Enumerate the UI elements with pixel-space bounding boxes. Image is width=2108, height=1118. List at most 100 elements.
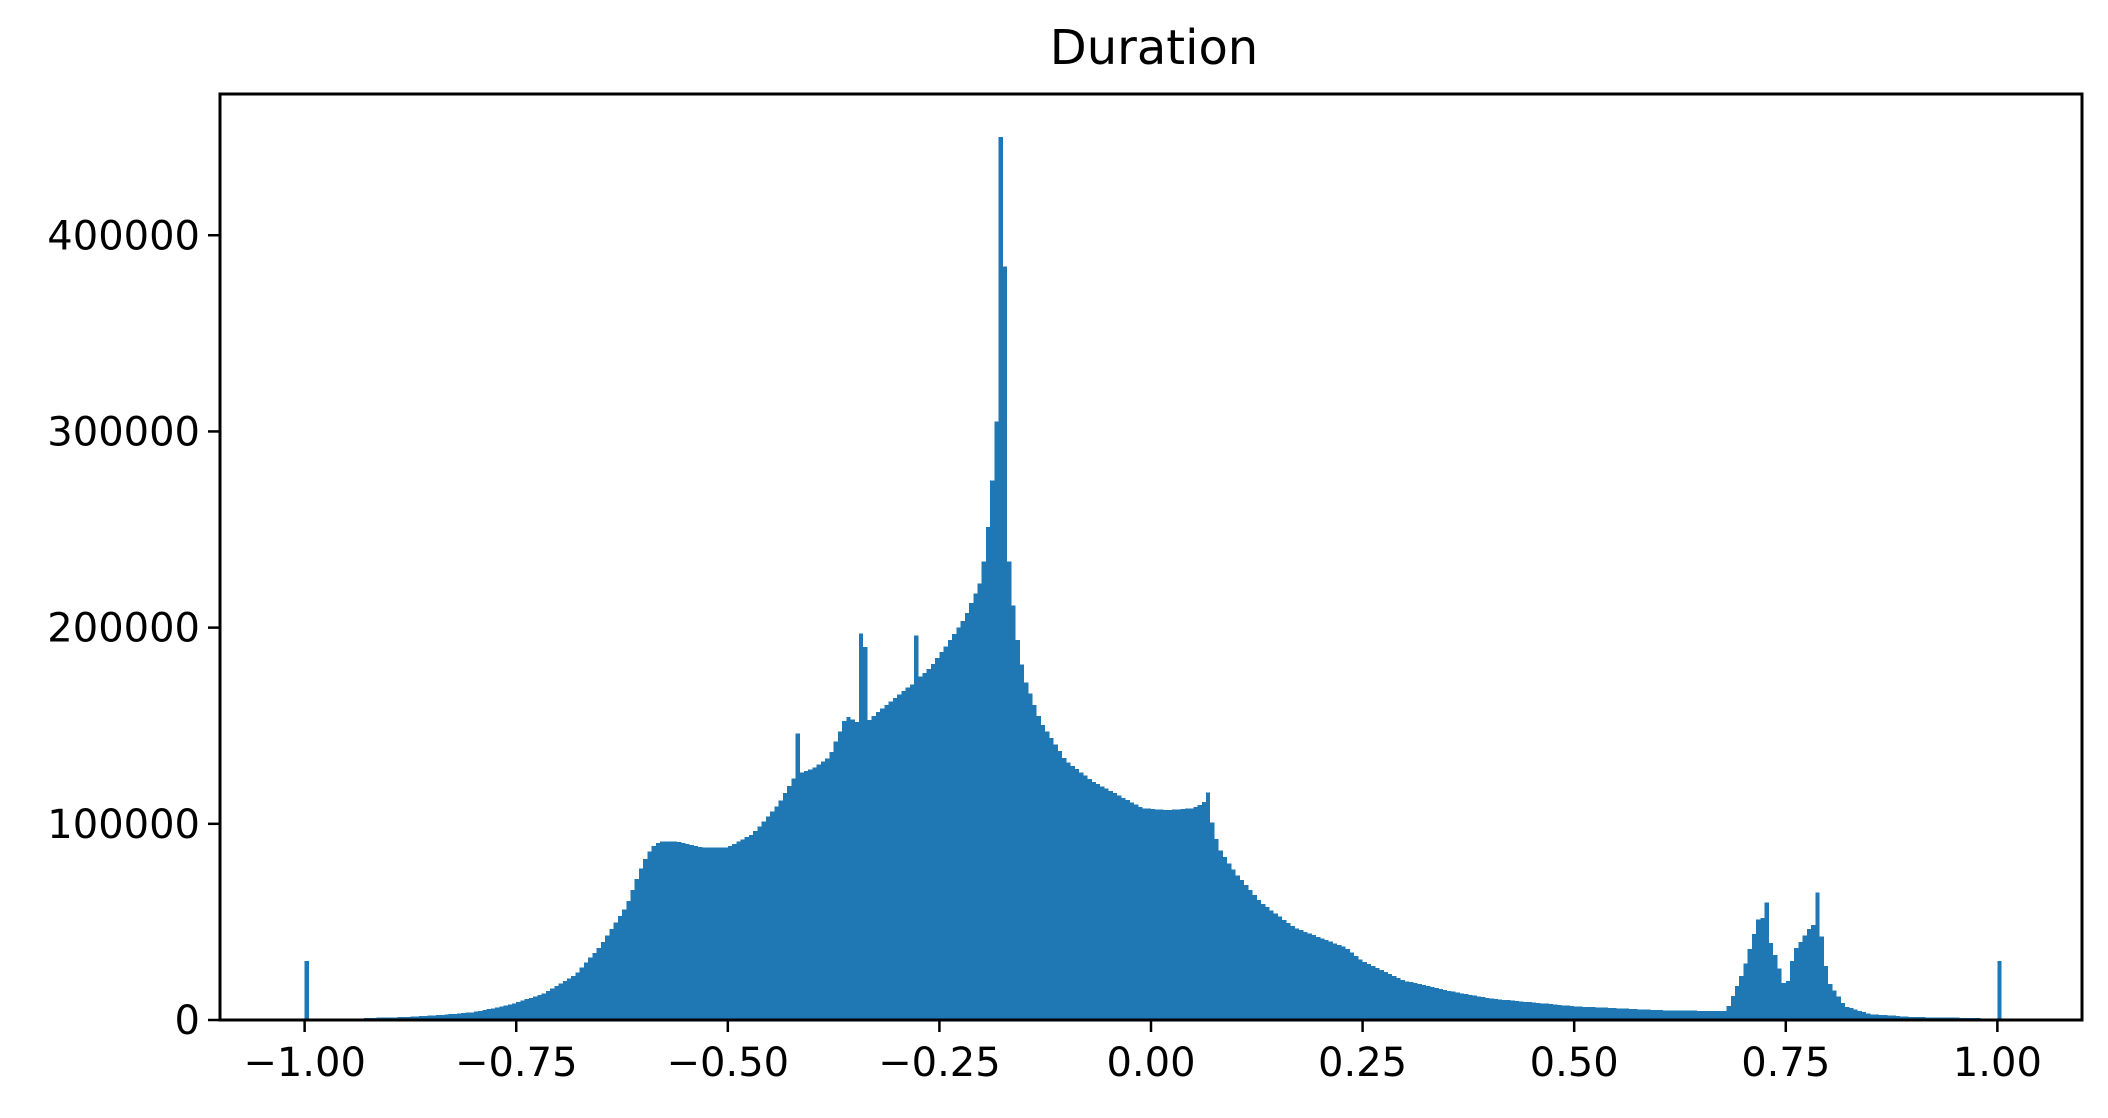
histogram-bar [1726,1006,1731,1020]
histogram-bar [1303,931,1308,1020]
histogram-bar [562,981,568,1020]
histogram-bar [541,993,546,1020]
y-tick-label: 100000 [47,802,200,848]
histogram-bar [1595,1007,1600,1020]
histogram-bar [1252,894,1257,1020]
histogram-bar [981,561,986,1020]
histogram-bar [567,978,572,1020]
histogram-bar [1743,963,1748,1020]
histogram-bar [609,929,614,1020]
histogram-bar [765,816,771,1020]
histogram-bar [1586,1006,1592,1020]
histogram-bar [871,715,876,1020]
histogram-bar [1371,966,1376,1020]
histogram-bar [905,687,910,1020]
histogram-bar [1146,808,1151,1020]
histogram-bar [1320,938,1325,1020]
histogram-bar [558,983,563,1020]
histogram-bar [1045,731,1050,1020]
histogram-bar [1485,998,1490,1020]
histogram-bar [1176,809,1181,1020]
histogram-bar [495,1007,500,1020]
histogram-bar [1379,969,1384,1020]
histogram-bar [605,935,610,1020]
histogram-bar [1383,971,1388,1020]
histogram-bar [626,900,631,1020]
histogram-bar [1299,930,1304,1020]
histogram-bar [461,1013,466,1020]
histogram-bar [998,137,1003,1020]
histogram-bar [1231,869,1236,1020]
histogram-bar [897,694,902,1020]
histogram-bar [1328,941,1333,1020]
histogram-bar [812,767,817,1020]
histogram-bar [753,831,758,1020]
histogram-bar [1828,983,1833,1020]
histogram-bar [1861,1012,1867,1020]
histogram-bar [1066,762,1071,1020]
histogram-bar [655,842,661,1020]
histogram-bar [1117,795,1122,1020]
histogram-bar [1569,1006,1575,1020]
histogram-bar [922,672,927,1020]
histogram-bar [1811,924,1816,1020]
histogram-bar [1802,935,1807,1020]
histogram-bar [1845,1006,1850,1020]
x-tick-label: −1.00 [243,1040,366,1086]
histogram-bar [550,988,555,1020]
histogram-bar [732,843,737,1020]
histogram-bar [545,990,551,1020]
histogram-bar [702,847,707,1020]
histogram-bar [1510,1000,1515,1020]
histogram-bar [1180,808,1185,1020]
histogram-bar [1007,561,1012,1020]
histogram-bar [1688,1010,1693,1020]
histogram-bar [1794,948,1799,1020]
histogram-bar [1620,1008,1625,1020]
histogram-bar [803,771,809,1020]
histogram-bar [499,1006,504,1020]
histogram-bar [1155,809,1160,1020]
histogram-bar [600,942,606,1020]
histogram-bar [1142,808,1147,1020]
histogram-bar [1519,1001,1524,1020]
histogram-bar [1273,913,1278,1020]
histogram-bar [1679,1010,1685,1020]
histogram-bar [1239,880,1245,1020]
histogram-bar [1781,983,1786,1020]
histogram-bar [1646,1009,1651,1020]
histogram-bar [935,658,940,1020]
histogram-bar [1540,1003,1545,1020]
histogram-bar [1062,757,1067,1020]
histogram-bar [808,769,813,1020]
histogram-bar [1464,994,1469,1020]
histogram-bar [575,972,580,1020]
histogram-bar [1206,792,1211,1020]
histogram-bar [1430,987,1435,1020]
histogram-bar [613,922,618,1020]
chart-title: Duration [1050,20,1258,76]
y-axis: 0 100000 200000 300000 400000 [47,213,220,1044]
x-tick-label: 0.75 [1741,1040,1830,1086]
histogram-bar [456,1013,462,1020]
histogram-bar [579,967,584,1020]
y-tick-label: 300000 [47,409,200,455]
histogram-bar [1040,725,1046,1020]
histogram-bar [1887,1015,1892,1020]
histogram-bar [892,698,898,1020]
histogram-bar [875,711,881,1020]
histogram-bar [427,1015,432,1020]
histogram-bar [1675,1010,1680,1020]
histogram-bar [1332,943,1338,1020]
histogram-bar [1874,1014,1879,1020]
histogram-bar [1235,875,1240,1020]
histogram-bar [689,844,694,1020]
histogram-bar [939,652,944,1020]
histogram-bar [710,847,716,1020]
histogram-bar [1760,918,1765,1020]
histogram-bar [660,841,665,1020]
histogram-bar [304,961,309,1020]
histogram-bar [1341,946,1346,1020]
histogram-bar [956,627,961,1020]
histogram-bar [1481,997,1486,1020]
